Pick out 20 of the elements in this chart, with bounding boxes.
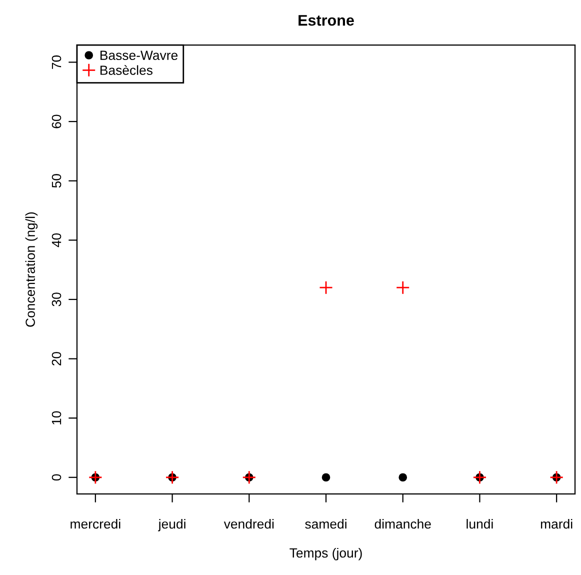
y-tick-label: 70 xyxy=(52,55,62,69)
x-tick-label: mercredi xyxy=(70,518,120,529)
y-tick-label: 50 xyxy=(52,174,62,188)
x-tick-label: samedi xyxy=(305,518,346,529)
y-tick-label: 60 xyxy=(52,114,62,128)
y-axis-title: Concentration (ng/l) xyxy=(25,212,38,327)
x-tick-label: vendredi xyxy=(224,518,274,529)
x-tick-label: dimanche xyxy=(374,518,431,529)
x-tick-label: jeudi xyxy=(158,518,186,532)
x-tick-label: mardi xyxy=(540,518,572,529)
chart-title: Estrone xyxy=(298,15,354,26)
x-tick-label: lundi xyxy=(466,518,493,529)
y-tick-label: 0 xyxy=(52,474,62,481)
y-tick-label: 10 xyxy=(52,411,62,424)
legend-label: Basècles xyxy=(100,65,152,75)
legend-label: Basse-Wavre xyxy=(100,50,178,60)
y-tick-label: 40 xyxy=(52,233,62,248)
x-axis-title: Temps (jour) xyxy=(290,548,362,560)
y-tick-label: 20 xyxy=(52,352,62,366)
y-tick-label: 30 xyxy=(52,292,62,306)
